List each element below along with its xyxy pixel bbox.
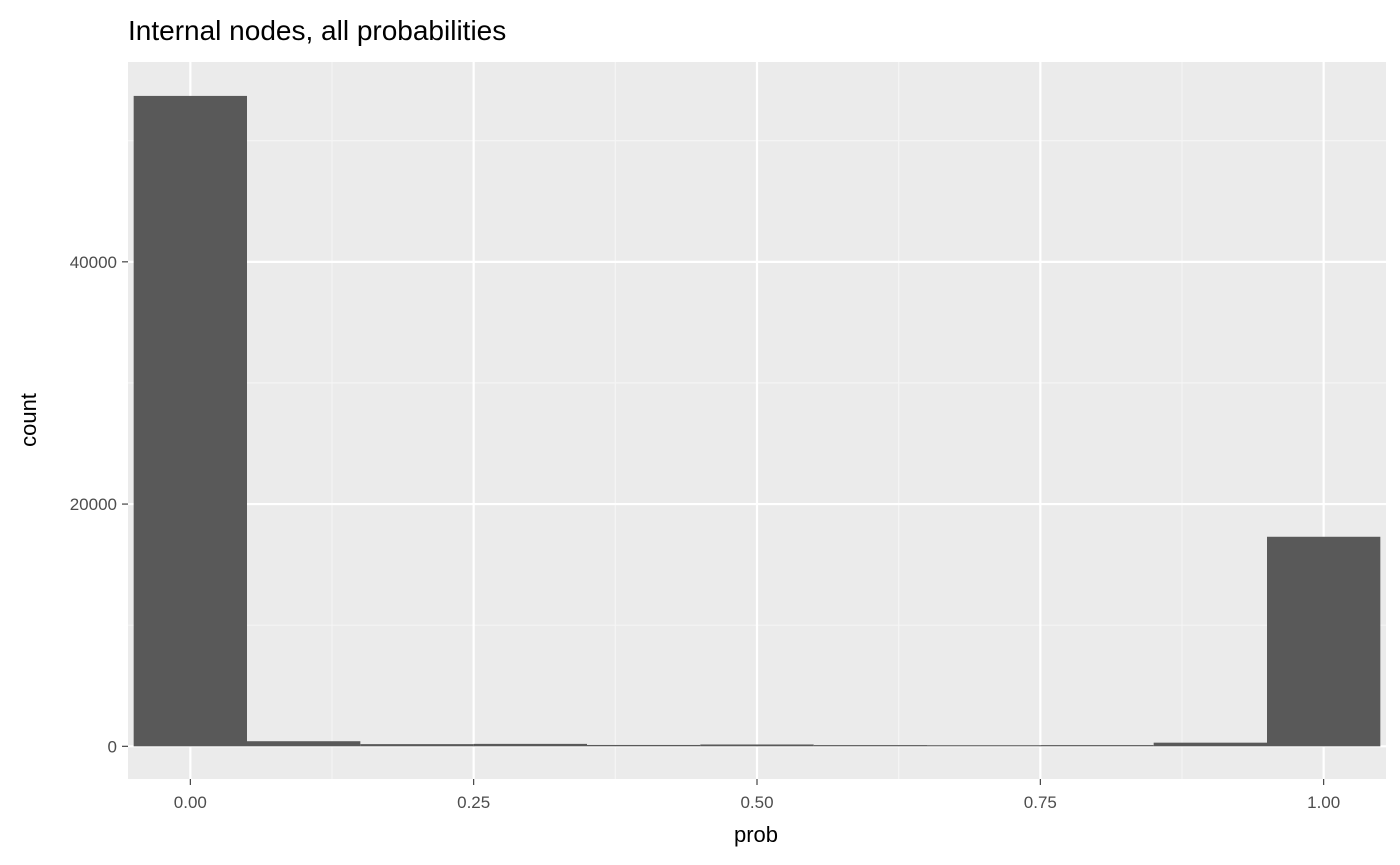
- y-tick-label: 0: [108, 737, 117, 756]
- histogram-bar: [360, 744, 474, 747]
- x-axis-title: prob: [734, 822, 778, 847]
- histogram-bar: [587, 744, 701, 747]
- histogram-bar: [927, 745, 1041, 747]
- x-tick-label: 0.75: [1024, 793, 1057, 812]
- histogram-bar: [1267, 536, 1381, 747]
- x-tick-label: 0.00: [174, 793, 207, 812]
- x-tick-label: 0.50: [740, 793, 773, 812]
- axes: 0.00 0.25 0.50 0.75 1.00 0 20000 40000: [70, 253, 1340, 812]
- histogram-bar: [247, 741, 361, 747]
- histogram-bar: [700, 744, 814, 747]
- y-axis-title: count: [16, 393, 41, 447]
- histogram-bar: [813, 745, 927, 747]
- histogram-bar: [1153, 742, 1267, 747]
- x-tick-label: 0.25: [457, 793, 490, 812]
- histogram-bar: [133, 95, 247, 747]
- x-tick-label: 1.00: [1307, 793, 1340, 812]
- histogram-bar: [1040, 745, 1154, 747]
- chart-title: Internal nodes, all probabilities: [128, 15, 506, 46]
- histogram-bar: [473, 743, 587, 747]
- y-tick-label: 20000: [70, 495, 117, 514]
- y-tick-label: 40000: [70, 253, 117, 272]
- histogram-bars: [133, 95, 1381, 747]
